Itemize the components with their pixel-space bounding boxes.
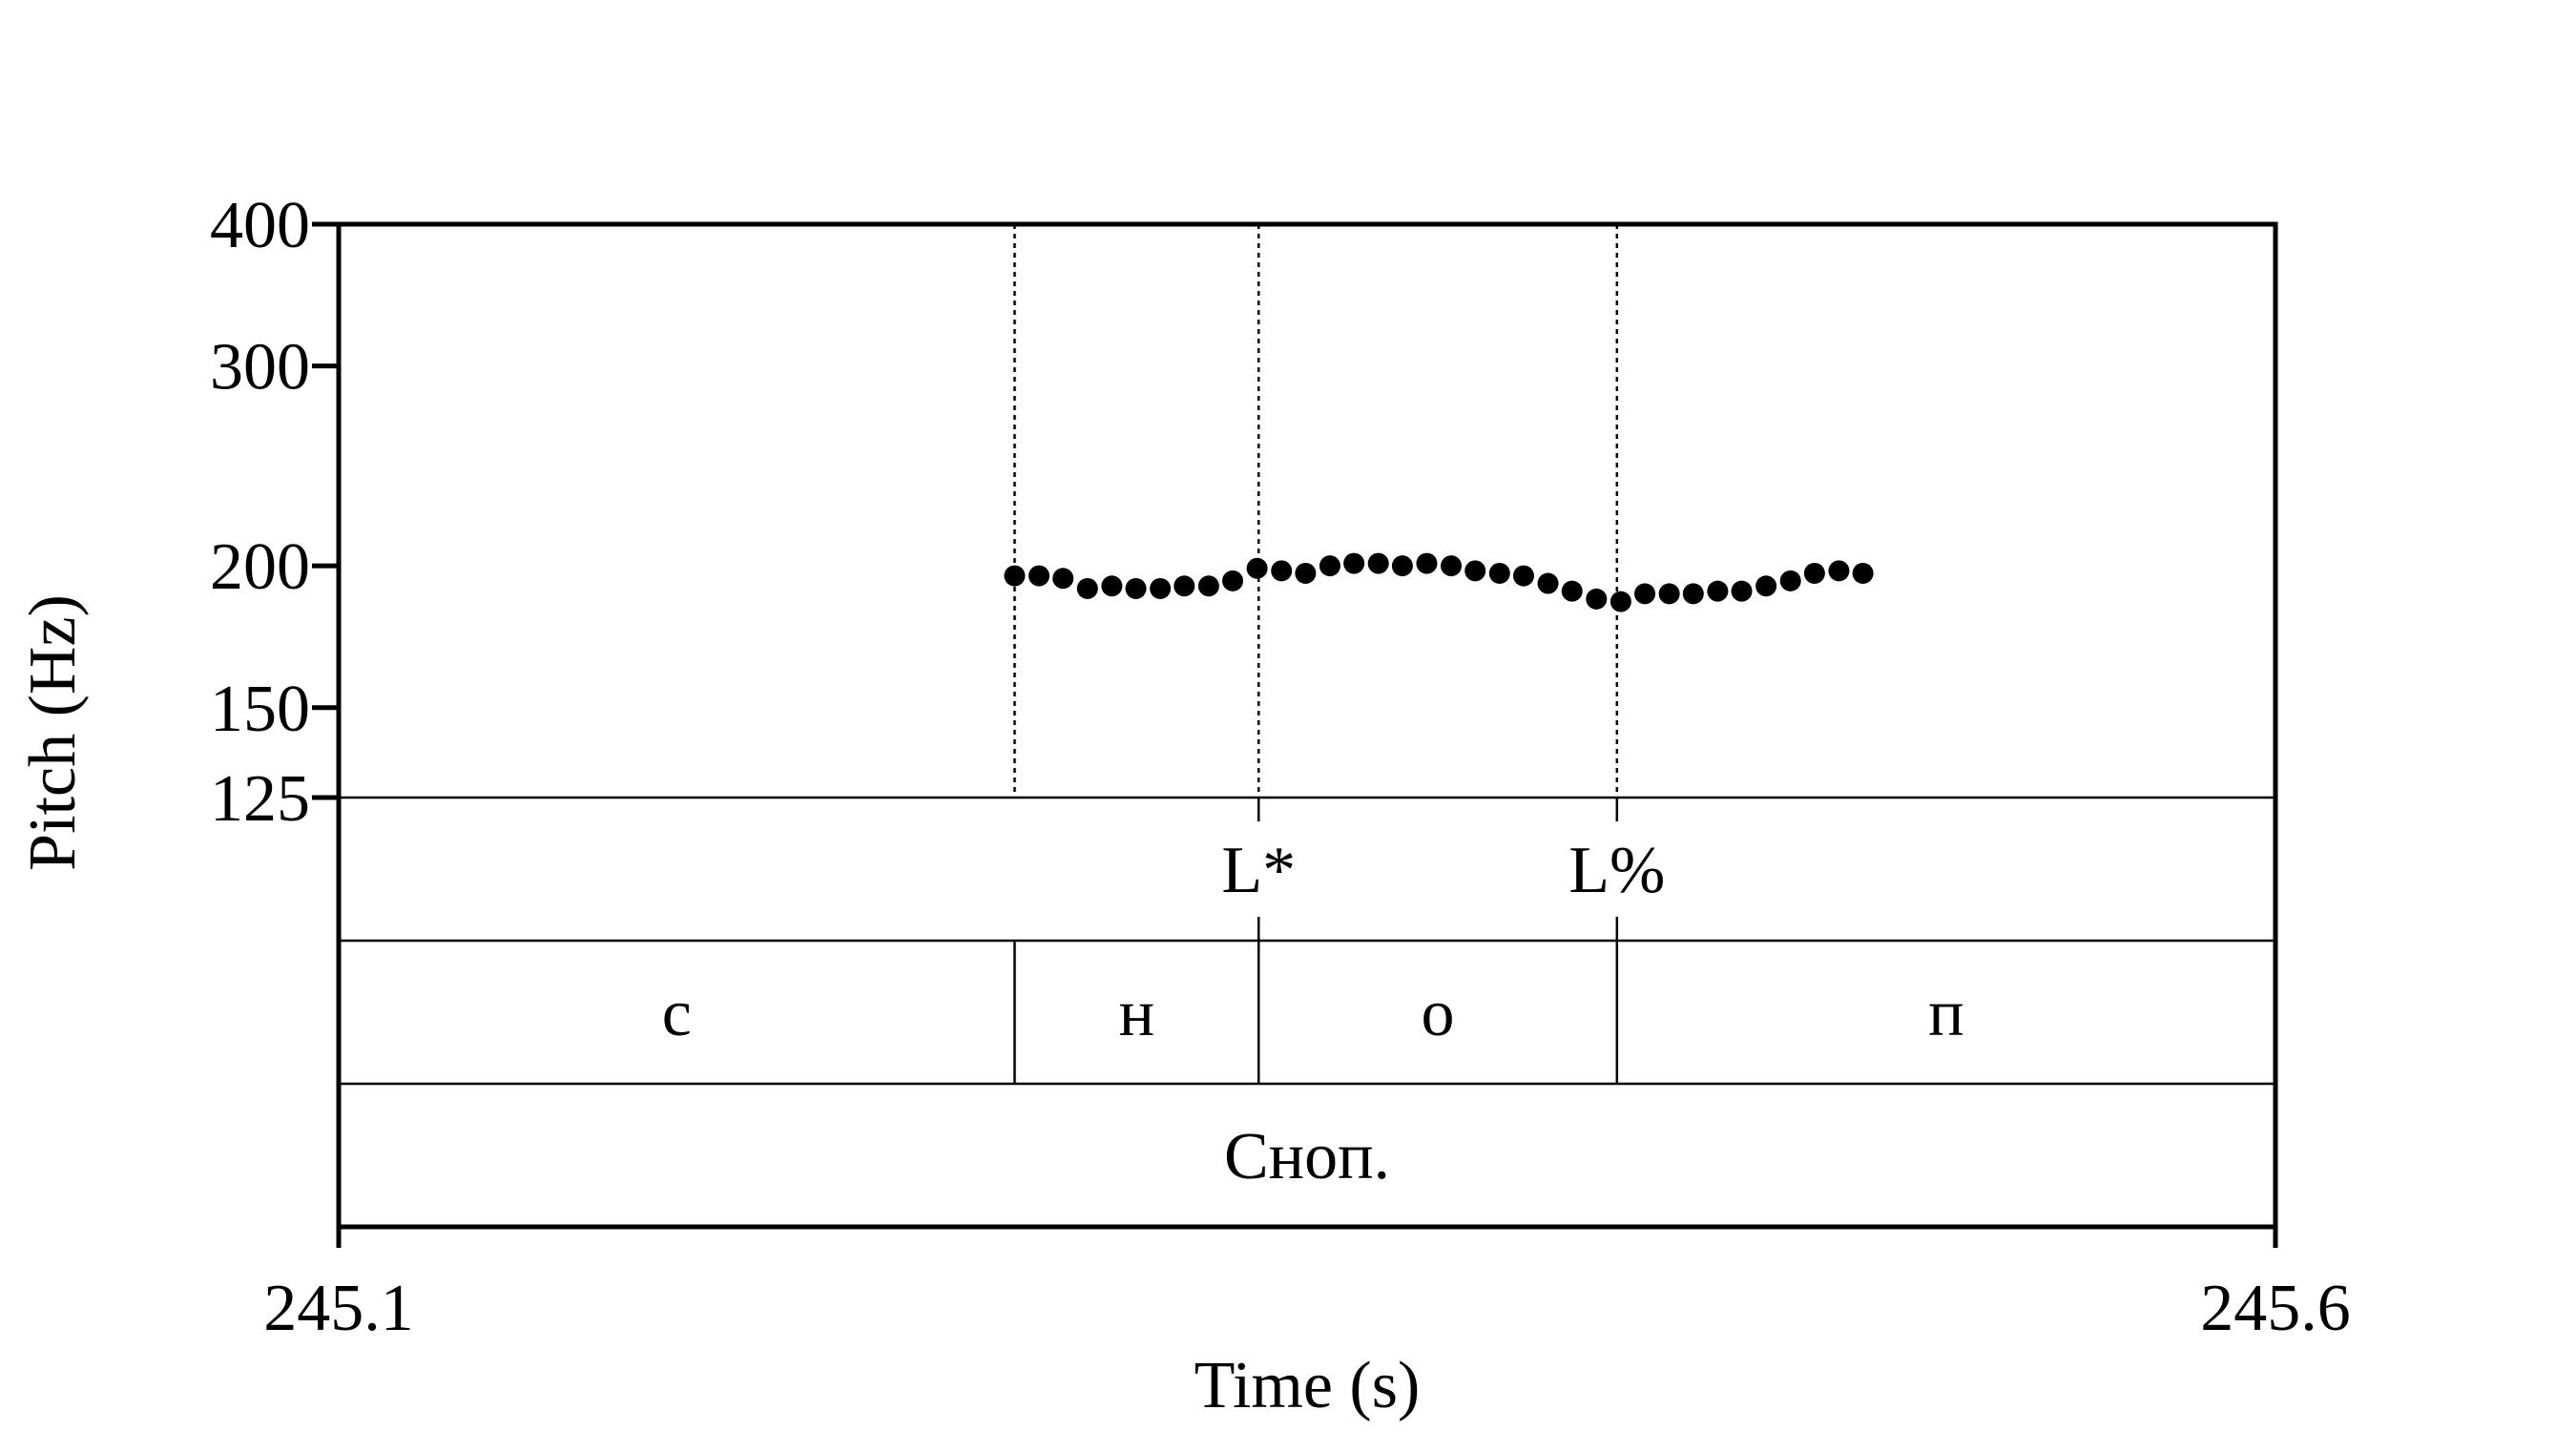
y-tick-label: 125 bbox=[210, 762, 310, 836]
pitch-point bbox=[1343, 552, 1365, 574]
pitch-point bbox=[1586, 588, 1608, 610]
pitch-point bbox=[1441, 555, 1463, 577]
pitch-point bbox=[1561, 580, 1583, 602]
pitch-point bbox=[1222, 570, 1244, 591]
pitch-point bbox=[1391, 555, 1413, 577]
boundary-lines bbox=[1013, 224, 1619, 798]
pitch-point bbox=[1755, 575, 1777, 597]
pitch-point bbox=[1125, 577, 1147, 599]
pitch-point bbox=[1634, 583, 1656, 605]
x-axis-title: Time (s) bbox=[1195, 1349, 1421, 1422]
tier-2-interval-label: п bbox=[1928, 977, 1963, 1050]
pitch-point bbox=[1271, 560, 1293, 582]
x-tick-label: 245.6 bbox=[2200, 1272, 2351, 1345]
pitch-contour bbox=[1004, 552, 1874, 612]
tier-1-point-label: L% bbox=[1568, 834, 1665, 907]
plot-frame bbox=[336, 221, 2278, 1230]
pitch-point bbox=[1537, 572, 1559, 594]
pitch-point bbox=[1004, 565, 1026, 587]
y-tick-label: 300 bbox=[210, 331, 310, 404]
pitch-point bbox=[1465, 560, 1486, 582]
pitch-point bbox=[1779, 570, 1801, 591]
plot-border bbox=[336, 221, 2278, 1230]
tier-2-interval-label: о bbox=[1422, 977, 1455, 1050]
pitch-point bbox=[1052, 568, 1074, 590]
pitch-point bbox=[1731, 580, 1753, 602]
pitch-point bbox=[1246, 557, 1268, 579]
pitch-point bbox=[1319, 555, 1340, 577]
y-tick-label: 150 bbox=[210, 673, 310, 746]
pitch-point bbox=[1197, 575, 1219, 597]
pitch-point bbox=[1512, 565, 1534, 587]
pitch-point bbox=[1852, 562, 1874, 584]
pitch-point bbox=[1295, 562, 1317, 584]
x-tick-label: 245.1 bbox=[263, 1272, 414, 1345]
pitch-point bbox=[1101, 575, 1123, 597]
pitch-point bbox=[1658, 583, 1680, 605]
pitch-point bbox=[1150, 577, 1172, 599]
pitch-point bbox=[1610, 591, 1631, 612]
tier-3-interval-label: Сноп. bbox=[1224, 1120, 1390, 1193]
pitch-point bbox=[1416, 552, 1438, 574]
y-tick-label: 400 bbox=[210, 189, 310, 262]
pitch-point bbox=[1707, 580, 1729, 602]
pitch-point bbox=[1488, 562, 1510, 584]
pitch-point bbox=[1803, 562, 1825, 584]
annotation-tiers: L* L% с н о п Сноп. bbox=[662, 798, 1964, 1193]
tier-1-point-label: L* bbox=[1221, 834, 1296, 907]
y-axis-title: Pitch (Hz) bbox=[16, 594, 90, 871]
pitch-point bbox=[1682, 583, 1704, 605]
pitch-point bbox=[1828, 560, 1850, 582]
tier-2-interval-label: н bbox=[1119, 977, 1154, 1050]
pitch-point bbox=[1174, 575, 1195, 597]
pitch-point bbox=[1367, 552, 1389, 574]
pitch-point bbox=[1076, 577, 1098, 599]
y-tick-label: 200 bbox=[210, 530, 310, 604]
tier-2-interval-label: с bbox=[662, 977, 692, 1050]
pitch-point bbox=[1028, 565, 1050, 587]
axis-ticks: 400 300 200 150 125 245.1 245.6 bbox=[210, 189, 2351, 1345]
